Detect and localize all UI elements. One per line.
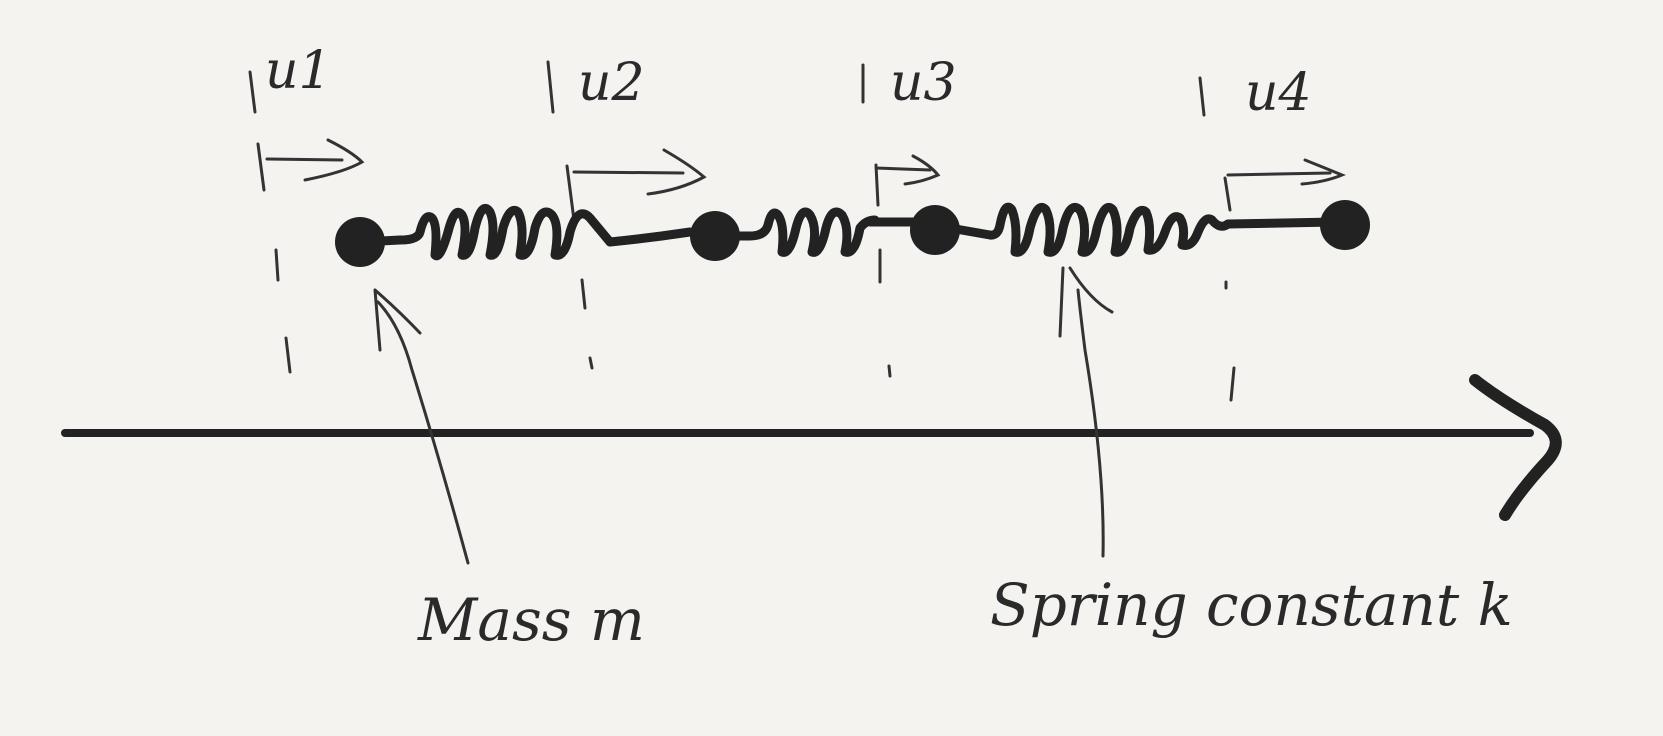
displacement-labels: u1 u2 u3 u4: [265, 41, 1312, 123]
mass-pointer: [373, 288, 470, 565]
x-axis-arrowhead: [1469, 374, 1562, 521]
mass-4: [1320, 200, 1370, 250]
rod-1: [605, 227, 695, 247]
label-u4: u4: [1245, 63, 1312, 123]
springs: [355, 202, 1340, 261]
mass-1: [335, 217, 385, 267]
guide-lines: [274, 248, 1236, 402]
spring-1: [355, 204, 615, 261]
spring-3: [945, 202, 1233, 257]
masses: [335, 200, 1370, 267]
spring-2: [713, 207, 880, 257]
spring-label: Spring constant k: [990, 571, 1513, 639]
label-u2: u2: [578, 53, 645, 113]
spring-pointer: [1058, 266, 1114, 558]
rod-3: [1223, 217, 1340, 229]
label-u3: u3: [890, 53, 957, 113]
mass-2: [690, 211, 740, 261]
displacement-ticks: [248, 60, 1206, 117]
mass-3: [910, 205, 960, 255]
mass-label: Mass m: [417, 586, 645, 654]
displacement-arrows: [256, 138, 1346, 222]
label-u1: u1: [265, 41, 332, 101]
